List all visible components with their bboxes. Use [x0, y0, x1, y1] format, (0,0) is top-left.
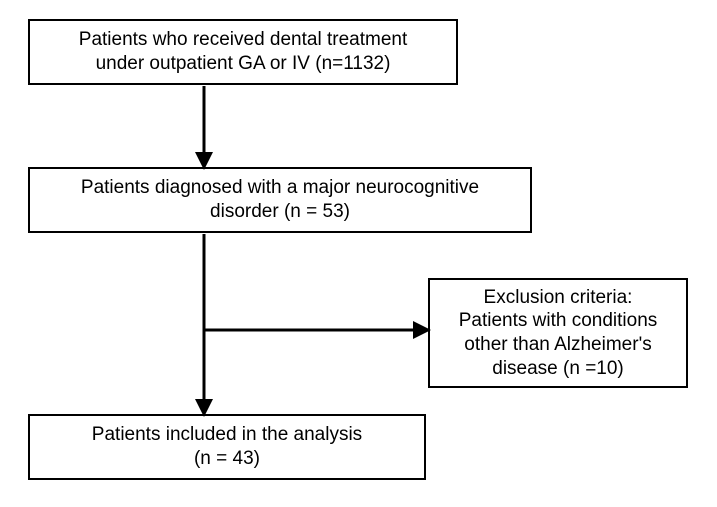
flow-node-text: Patients who received dental treatmentun… — [79, 28, 407, 76]
flow-node-text: Patients diagnosed with a major neurocog… — [81, 176, 479, 224]
flowchart-canvas: Patients who received dental treatmentun… — [0, 0, 717, 507]
flow-node-text: Patients included in the analysis(n = 43… — [92, 423, 362, 471]
flow-node-diagnosed: Patients diagnosed with a major neurocog… — [28, 167, 532, 233]
flow-node-included: Patients included in the analysis(n = 43… — [28, 414, 426, 480]
flow-node-exclusion: Exclusion criteria:Patients with conditi… — [428, 278, 688, 388]
flow-node-initial-cohort: Patients who received dental treatmentun… — [28, 19, 458, 85]
flow-node-text: Exclusion criteria:Patients with conditi… — [459, 286, 658, 381]
